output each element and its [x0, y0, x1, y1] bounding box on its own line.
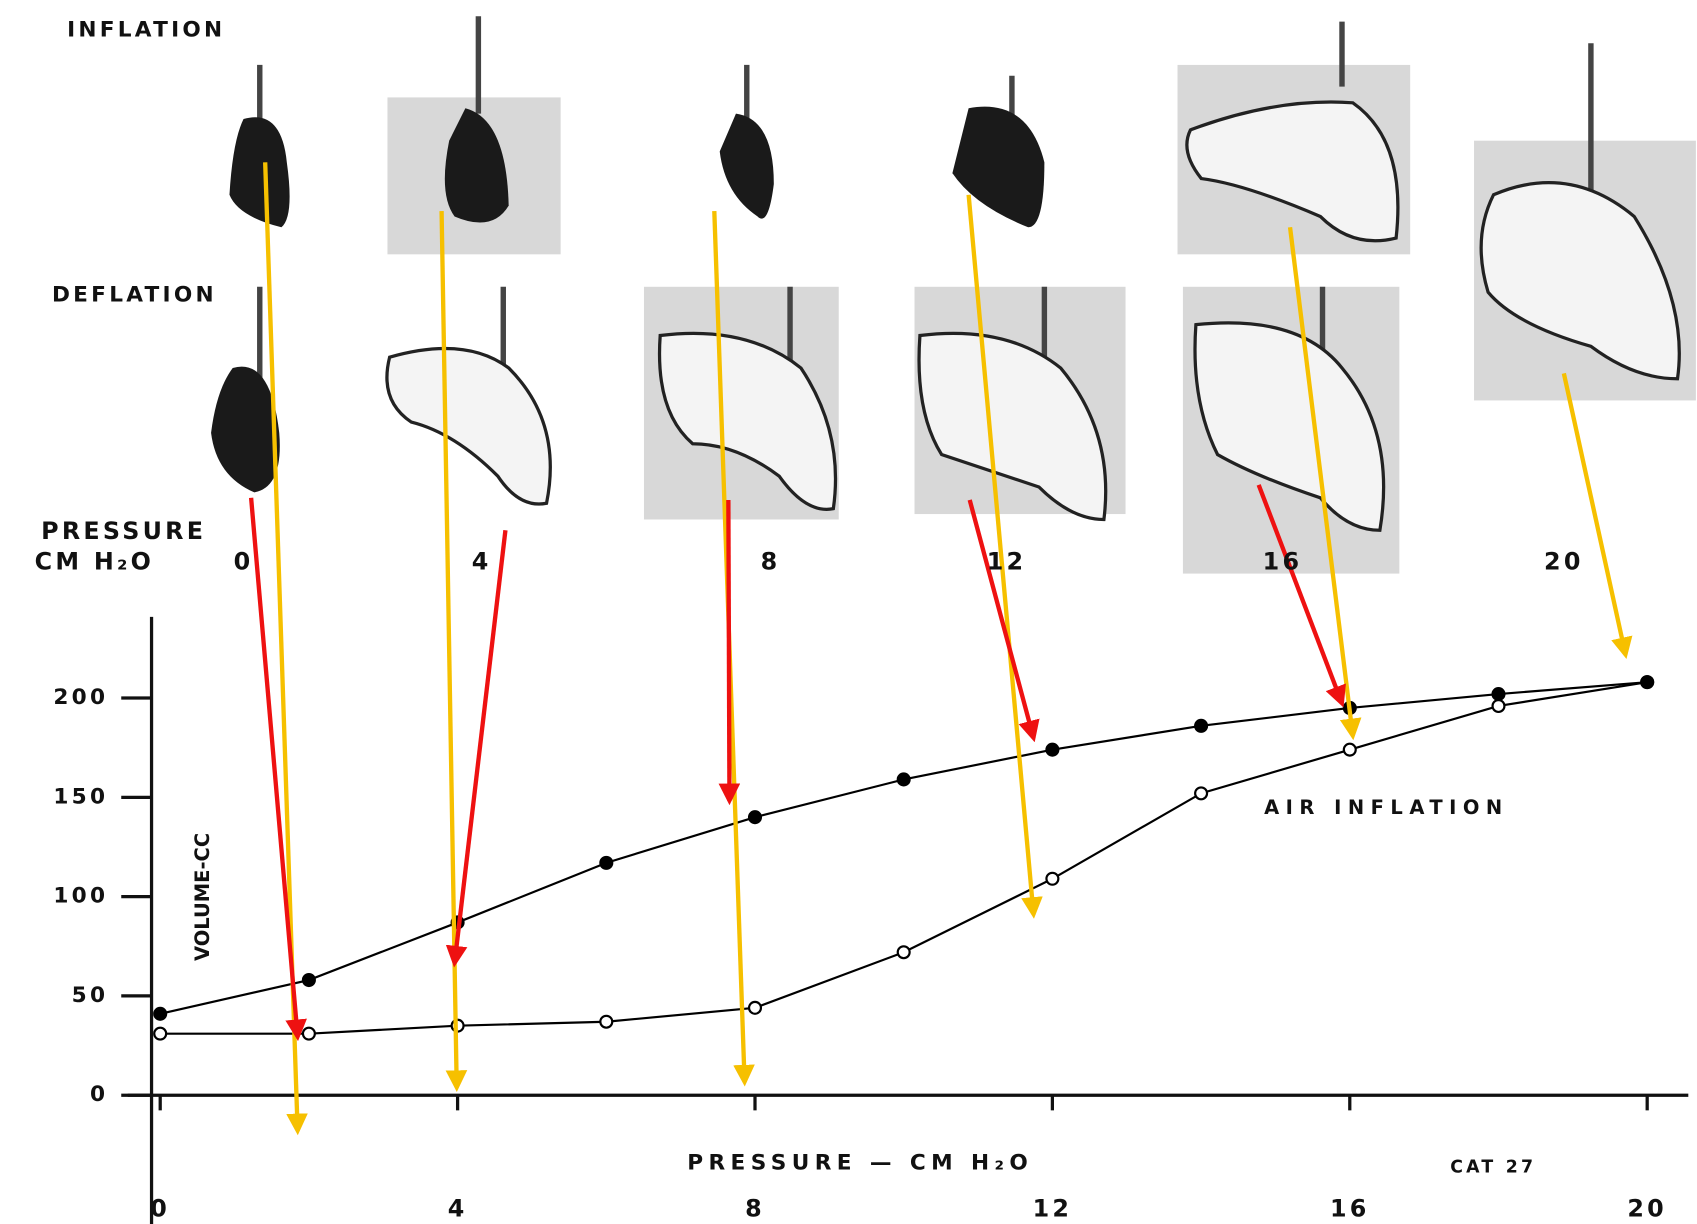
photo-pressure-label: 4: [472, 547, 492, 575]
inflation-label: INFLATION: [67, 17, 225, 42]
lung: [720, 114, 774, 219]
data-point: [303, 1028, 315, 1040]
y-tick-label: 0: [90, 1082, 108, 1107]
y-axis-label: VOLUME-CC: [191, 833, 214, 961]
y-tick-label: 200: [53, 685, 108, 710]
photo-pressure-label: 20: [1544, 547, 1584, 575]
data-point: [1046, 873, 1058, 885]
data-point: [1195, 787, 1207, 799]
pressure-unit: CM H₂O: [35, 547, 154, 575]
annotation: CAT 27: [1450, 1158, 1536, 1178]
series-line: [160, 682, 1647, 1034]
series-line: [160, 682, 1647, 1014]
x-tick-label: 16: [1330, 1194, 1370, 1222]
photos: [211, 16, 1696, 573]
data-point: [600, 1016, 612, 1028]
arrow: [455, 530, 506, 963]
lung: [387, 348, 550, 504]
data-point: [154, 1008, 166, 1020]
arrow: [1564, 373, 1626, 654]
lung: [952, 107, 1044, 228]
data-point: [1195, 720, 1207, 732]
deflation-label: DEFLATION: [52, 282, 217, 307]
data-point: [749, 1002, 761, 1014]
x-tick-label: 20: [1627, 1194, 1667, 1222]
y-tick-label: 150: [53, 784, 108, 809]
data-point: [898, 774, 910, 786]
photo-pressure-label: 16: [1263, 547, 1303, 575]
x-tick-label: 0: [150, 1194, 170, 1222]
data-point: [749, 811, 761, 823]
data-point: [1046, 744, 1058, 756]
data-point: [303, 974, 315, 986]
plot: 0 50 100 150 200 0 4 8 12 16 20: [53, 617, 1688, 1224]
x-tick-label: 8: [745, 1194, 765, 1222]
x-tick-label: 12: [1033, 1194, 1073, 1222]
data-point: [898, 946, 910, 958]
x-tick-label: 4: [448, 1194, 468, 1222]
photo-pressure-label: 8: [761, 547, 781, 575]
photo-pressure-label: 12: [987, 547, 1027, 575]
y-tick-label: 50: [72, 983, 109, 1008]
lung: [229, 117, 289, 227]
pressure-label: PRESSURE: [41, 517, 206, 545]
page: INFLATION DEFLATION PRESSURE CM H₂O VOLU…: [0, 0, 1697, 1224]
lung: [211, 367, 280, 493]
data-point: [600, 857, 612, 869]
arrow: [728, 500, 729, 801]
y-tick-label: 100: [53, 884, 108, 909]
arrow: [970, 500, 1034, 738]
data-point: [1641, 676, 1653, 688]
arrow: [251, 498, 298, 1037]
photo-pressure-label: 0: [234, 547, 254, 575]
annotation: AIR INFLATION: [1264, 796, 1509, 819]
data-point: [154, 1028, 166, 1040]
chart: INFLATION DEFLATION PRESSURE CM H₂O VOLU…: [0, 0, 1697, 1224]
data-point: [1344, 744, 1356, 756]
data-point: [1493, 688, 1505, 700]
x-axis-label: PRESSURE — CM H₂O: [687, 1150, 1033, 1175]
data-point: [1493, 700, 1505, 712]
